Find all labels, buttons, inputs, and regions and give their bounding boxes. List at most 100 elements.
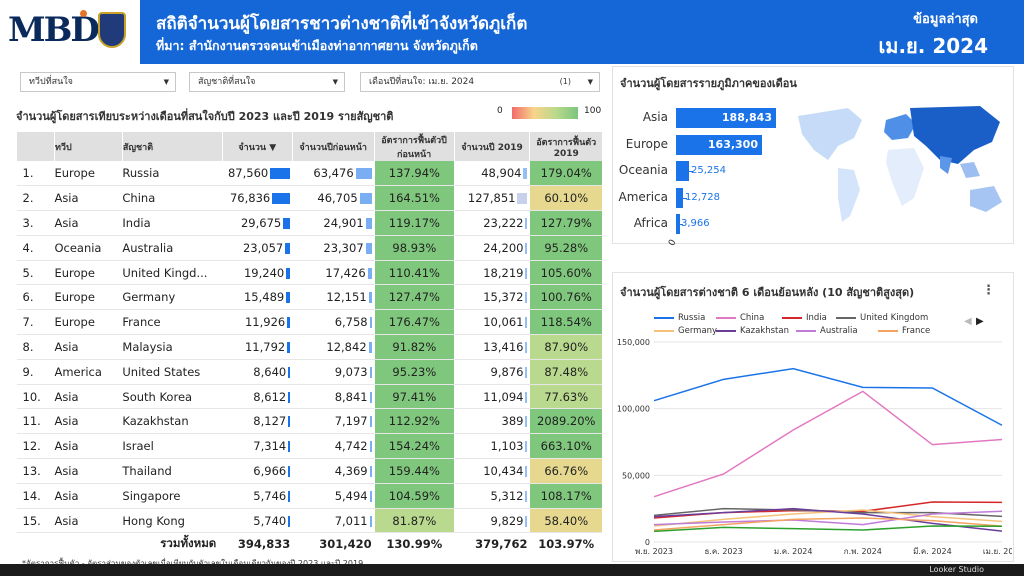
row-2019-rate: 179.04%: [529, 161, 602, 187]
table-row[interactable]: 8. Asia Malaysia 11,792 12,842 91.82% 13,416 87…: [16, 334, 602, 360]
col-2019-rate[interactable]: อัตราการฟื้นตัว 2019: [529, 132, 602, 161]
row-prev: 4,369: [334, 463, 368, 478]
col-prev[interactable]: จำนวนปีก่อนหน้า: [291, 132, 375, 161]
total-2019: 379,762: [475, 537, 528, 552]
col-prev-rate[interactable]: อัตราการฟื้นตัวปีก่อนหน้า: [373, 132, 455, 161]
legend-item[interactable]: Australia: [796, 326, 858, 336]
series-line-russia[interactable]: [653, 367, 1003, 426]
col-continent[interactable]: ทวีป: [53, 132, 123, 161]
x-tick-label: มี.ค. 2024: [913, 547, 952, 556]
page-subtitle: ที่มา: สำนักงานตรวจคนเข้าเมืองท่าอากาศยา…: [156, 38, 478, 53]
legend-item[interactable]: India: [782, 313, 827, 323]
row-prev: 46,705: [317, 191, 358, 206]
col-2019[interactable]: จำนวนปี 2019: [453, 132, 530, 161]
legend-prev-icon[interactable]: ◀: [964, 316, 972, 327]
row-index: 8.: [16, 334, 55, 360]
row-2019: 389: [501, 414, 524, 429]
month-filter[interactable]: เดือนปีที่สนใจ: เม.ย. 2024 (1) ▼: [360, 72, 600, 92]
legend-next-icon[interactable]: ▶: [976, 316, 984, 327]
row-2019-rate: 108.17%: [529, 483, 602, 509]
row-2019: 10,434: [483, 463, 524, 478]
y-tick-label: 50,000: [622, 471, 650, 480]
table-row[interactable]: 4. Oceania Australia 23,057 23,307 98.93% 24,2…: [16, 235, 602, 261]
table-row[interactable]: 7. Europe France 11,926 6,758 176.47% 10,061 11…: [16, 309, 602, 336]
table-row[interactable]: 11. Asia Kazakhstan 8,127 7,197 112.92% 389 208…: [16, 408, 602, 435]
count-bar: [285, 242, 291, 254]
legend-item[interactable]: Kazakhstan: [716, 326, 789, 336]
series-line-australia[interactable]: [653, 510, 1003, 526]
row-2019: 5,312: [490, 488, 524, 503]
row-continent: Asia: [54, 408, 123, 435]
row-2019-rate: 2089.20%: [529, 408, 602, 435]
map-india: [940, 156, 952, 174]
table-row[interactable]: 2. Asia China 76,836 46,705 164.51% 127,851 60.…: [16, 185, 602, 212]
count-bar: [288, 391, 291, 403]
prev-bar: [369, 515, 372, 527]
row-2019: 23,222: [483, 215, 524, 230]
region-bar[interactable]: [676, 187, 683, 208]
table-row[interactable]: 12. Asia Israel 7,314 4,742 154.24% 1,103 663.1…: [16, 433, 602, 460]
region-bar[interactable]: 188,843: [676, 108, 776, 128]
table-row[interactable]: 1. Europe Russia 87,560 63,476 137.94% 48,904 1…: [16, 161, 602, 187]
row-prev-rate: 91.82%: [373, 334, 455, 360]
prev-bar: [355, 168, 372, 180]
col-count[interactable]: จำนวน ▼: [221, 132, 293, 161]
nationality-filter-label: สัญชาติที่สนใจ: [198, 77, 256, 87]
legend-item[interactable]: Russia: [654, 313, 705, 323]
row-prev: 8,841: [334, 389, 368, 404]
row-index: 5.: [16, 260, 55, 286]
month-filter-count: (1): [559, 77, 571, 86]
more-options-icon[interactable]: ⋮: [982, 283, 995, 298]
legend-label: India: [806, 313, 827, 323]
row-2019-rate: 87.90%: [529, 334, 602, 360]
count-bar: [288, 465, 291, 477]
row-continent: Oceania: [54, 235, 123, 261]
col-nationality[interactable]: สัญชาติ: [121, 132, 223, 161]
map-europe: [884, 114, 916, 140]
legend-item[interactable]: France: [878, 326, 930, 336]
nationality-filter[interactable]: สัญชาติที่สนใจ ▼: [189, 72, 345, 92]
region-leader-line: [683, 197, 687, 199]
legend-item[interactable]: China: [716, 313, 764, 323]
total-count: 394,833: [237, 537, 291, 552]
row-2019-rate: 127.79%: [529, 210, 602, 236]
map-north-america: [798, 108, 862, 160]
legend-item[interactable]: Germany: [654, 326, 717, 336]
table-row[interactable]: 9. America United States 8,640 9,073 95.23% 9,…: [16, 359, 602, 385]
continent-filter[interactable]: ทวีปที่สนใจ ▼: [20, 72, 176, 92]
looker-studio-label[interactable]: Looker Studio: [929, 565, 984, 574]
series-line-china[interactable]: [653, 390, 1003, 498]
row-2019: 10,061: [483, 315, 524, 330]
region-bar[interactable]: [676, 214, 680, 234]
y2019-bar: [525, 391, 528, 403]
prev-bar: [367, 267, 372, 279]
region-leader-line: [679, 224, 683, 225]
legend-label: Kazakhstan: [740, 326, 789, 336]
table-row[interactable]: 6. Europe Germany 15,489 12,151 127.47% 15,372…: [16, 284, 602, 311]
table-row[interactable]: 14. Asia Singapore 5,746 5,494 104.59% 5,312 10…: [16, 483, 602, 509]
row-prev: 23,307: [323, 240, 364, 255]
month-filter-label: เดือนปีที่สนใจ: เม.ย. 2024: [369, 77, 475, 87]
series-line-kazakhstan[interactable]: [653, 507, 1003, 532]
row-prev: 6,758: [334, 315, 368, 330]
region-bar[interactable]: 163,300: [676, 134, 762, 155]
count-bar: [283, 217, 291, 229]
legend-label: Australia: [820, 326, 858, 336]
row-count: 8,127: [253, 414, 287, 429]
series-line-france[interactable]: [653, 517, 1003, 531]
row-2019: 15,372: [483, 290, 524, 305]
table-row[interactable]: 3. Asia India 29,675 24,901 119.17% 23,222 127.…: [16, 210, 602, 236]
row-2019-rate: 95.28%: [529, 235, 602, 261]
table-row[interactable]: 13. Asia Thailand 6,966 4,369 159.44% 10,434 66…: [16, 458, 602, 484]
count-bar: [288, 490, 291, 502]
table-row[interactable]: 5. Europe United Kingd... 19,240 17,426 110.4…: [16, 260, 602, 286]
region-bar[interactable]: [676, 161, 689, 181]
series-line-malaysia[interactable]: [653, 525, 1003, 533]
legend-item[interactable]: United Kingdom: [836, 313, 928, 323]
row-continent: Europe: [54, 284, 123, 311]
table-row[interactable]: 10. Asia South Korea 8,612 8,841 97.41% 11,094…: [16, 384, 602, 410]
y2019-bar: [525, 217, 528, 229]
table-title: จำนวนผู้โดยสารเทียบระหว่างเดือนที่สนใจกั…: [16, 110, 394, 123]
row-prev: 4,742: [334, 439, 368, 454]
table-row[interactable]: 15. Asia Hong Kong 5,740 7,011 81.87% 9,829 58.…: [16, 508, 602, 534]
